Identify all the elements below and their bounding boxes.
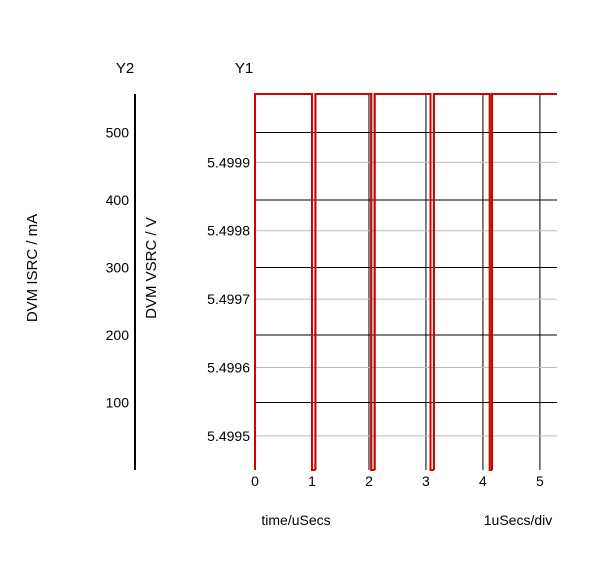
- y2-tick-label: 100: [106, 394, 130, 410]
- y1-tick-label: 5.4996: [207, 359, 250, 375]
- x-axis-label: time/uSecs: [261, 512, 330, 528]
- y2-tick-label: 500: [106, 124, 130, 140]
- y1-tick-label: 5.4998: [207, 223, 250, 239]
- y2-axis-label: DVM ISRC / mA: [24, 214, 41, 322]
- y1-tick-labels: 5.4999 5.4998 5.4997 5.4996 5.4995: [207, 154, 250, 443]
- traces: [254, 93, 557, 471]
- series-line-y1: [254, 93, 557, 471]
- x-tick-label: 4: [479, 473, 487, 489]
- y1-tick-label: 5.4999: [207, 154, 250, 170]
- y1-tick-label: 5.4997: [207, 291, 250, 307]
- y1-axis-label: DVM VSRC / V: [143, 217, 160, 319]
- x-tick-label: 2: [365, 473, 373, 489]
- x-tick-label: 0: [251, 473, 259, 489]
- y1-tick-label: 5.4995: [207, 428, 250, 444]
- x-tick-label: 5: [536, 473, 544, 489]
- x-tick-label: 3: [422, 473, 430, 489]
- y2-tick-label: 200: [106, 327, 130, 343]
- x-tick-labels: 0 1 2 3 4 5: [251, 473, 544, 489]
- x-tick-label: 1: [308, 473, 316, 489]
- series-line-y2: [254, 93, 557, 471]
- x-scale-note: 1uSecs/div: [484, 512, 552, 528]
- grid-lines: [255, 94, 557, 470]
- y2-tick-label: 400: [106, 192, 130, 208]
- y2-tick-label: 300: [106, 259, 130, 275]
- y2-tick-labels: 500 400 300 200 100: [106, 124, 130, 410]
- y1-header: Y1: [235, 60, 253, 77]
- plot-frame: [255, 94, 557, 470]
- y2-header: Y2: [116, 60, 134, 77]
